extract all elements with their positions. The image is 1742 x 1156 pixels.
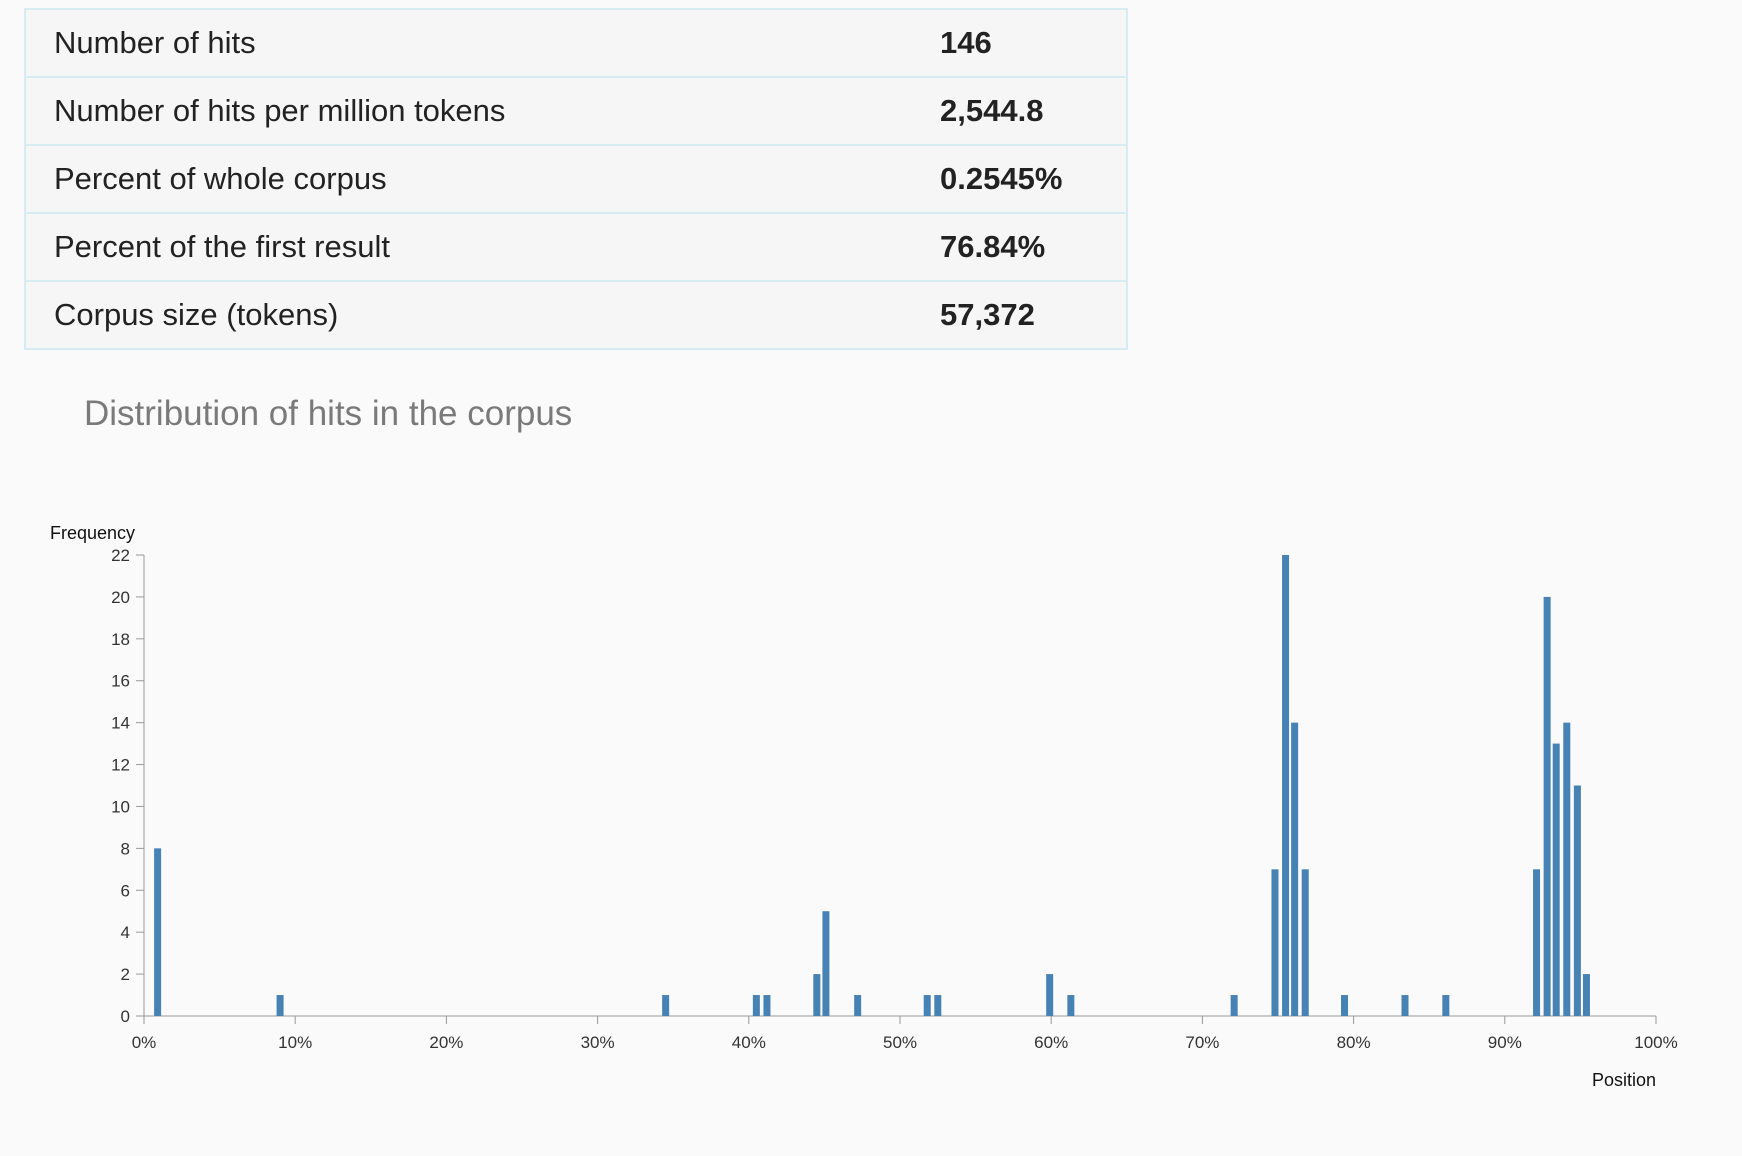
x-tick-label: 20% [429,1033,463,1052]
stat-label: Number of hits [54,25,256,60]
bar [763,995,771,1016]
bar [1291,722,1299,1016]
stat-label: Number of hits per million tokens [54,93,506,128]
bar [154,848,162,1016]
y-tick-label: 10 [111,797,130,816]
x-tick-label: 50% [883,1033,917,1052]
x-tick-label: 10% [278,1033,312,1052]
stat-row-percent-corpus: Percent of whole corpus 0.2545% [26,144,1126,212]
x-axis-label: Position [1592,1070,1656,1090]
y-tick-label: 12 [111,756,130,775]
bar [1582,974,1590,1016]
stat-row-hits: Number of hits 146 [26,10,1126,76]
x-tick-label: 90% [1488,1033,1522,1052]
y-tick-label: 14 [111,714,130,733]
stat-row-percent-first: Percent of the first result 76.84% [26,212,1126,280]
bar [813,974,821,1016]
bar [1046,974,1054,1016]
bar [854,995,862,1016]
bar [1301,869,1309,1016]
bar [1442,995,1450,1016]
stat-label: Corpus size (tokens) [54,297,339,332]
chart-title: Distribution of hits in the corpus [84,394,573,433]
bar [1573,785,1581,1016]
y-axis-label: Frequency [50,523,135,543]
y-tick-label: 18 [111,630,130,649]
x-tick-label: 80% [1337,1033,1371,1052]
distribution-chart: 0 2 4 6 8 10 12 14 16 18 20 22 0% 10% 20% 30% 40% 50% 60% 7… [50,523,1678,1090]
bar [1271,869,1279,1016]
x-tick-label: 30% [581,1033,615,1052]
y-tick-label: 8 [121,839,130,858]
bar [752,995,760,1016]
stat-value: 57,372 [940,297,1035,332]
x-tick-label: 70% [1185,1033,1219,1052]
x-tick-label: 0% [132,1033,157,1052]
y-tick-label: 4 [121,923,130,942]
y-tick-label: 20 [111,588,130,607]
x-tick-label: 60% [1034,1033,1068,1052]
y-tick-label: 16 [111,672,130,691]
stat-value: 0.2545% [940,161,1063,196]
stat-value: 2,544.8 [940,93,1044,128]
stat-label: Percent of the first result [54,229,390,264]
bar [276,995,284,1016]
y-tick-label: 6 [121,881,130,900]
x-tick-label: 100% [1634,1033,1677,1052]
bar [934,995,942,1016]
bar [822,911,830,1016]
bar [923,995,931,1016]
bar [1543,596,1551,1016]
bar [1401,995,1409,1016]
x-tick-label: 40% [732,1033,766,1052]
stat-row-hits-per-million: Number of hits per million tokens 2,544.… [26,76,1126,144]
bar [1533,869,1541,1016]
y-tick-label: 2 [121,965,130,984]
bar [1563,722,1571,1016]
bar [1067,995,1075,1016]
statistics-table: Number of hits 146 Number of hits per mi… [24,8,1128,350]
stat-value: 76.84% [940,229,1046,264]
bar [662,995,670,1016]
bar [1341,995,1349,1016]
stat-value: 146 [940,25,992,60]
stat-row-corpus-size: Corpus size (tokens) 57,372 [26,280,1126,348]
y-tick-label: 0 [121,1007,130,1026]
bar [1282,555,1290,1016]
bar [1552,743,1560,1016]
stat-label: Percent of whole corpus [54,161,387,196]
bar [1230,995,1238,1016]
y-tick-label: 22 [111,546,130,565]
